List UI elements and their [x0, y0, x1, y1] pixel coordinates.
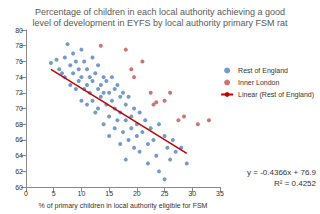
svg-text:60: 60 — [15, 184, 23, 191]
svg-text:Linear (Rest of England): Linear (Rest of England) — [238, 91, 314, 99]
svg-text:0: 0 — [24, 190, 28, 197]
svg-text:Percentage of children in each: Percentage of children in each local aut… — [35, 7, 285, 17]
svg-text:76: 76 — [15, 58, 23, 65]
svg-text:20: 20 — [133, 190, 141, 197]
svg-text:% of primary children in local: % of primary children in local authority… — [39, 202, 208, 210]
svg-text:R² = 0.4252: R² = 0.4252 — [274, 179, 317, 188]
svg-text:35: 35 — [216, 190, 224, 197]
svg-text:25: 25 — [161, 190, 169, 197]
svg-text:80: 80 — [15, 27, 23, 34]
svg-text:30: 30 — [188, 190, 196, 197]
svg-text:level of development in EYFS b: level of development in EYFS by local au… — [32, 18, 288, 28]
svg-text:78: 78 — [15, 42, 23, 49]
svg-text:66: 66 — [15, 136, 23, 143]
svg-text:5: 5 — [52, 190, 56, 197]
svg-text:72: 72 — [15, 89, 23, 96]
svg-text:Inner London: Inner London — [238, 79, 279, 86]
svg-text:64: 64 — [15, 152, 23, 159]
svg-text:y = -0.4366x + 76.9: y = -0.4366x + 76.9 — [247, 168, 316, 177]
svg-text:62: 62 — [15, 168, 23, 175]
svg-text:Rest of England: Rest of England — [238, 67, 288, 75]
svg-text:70: 70 — [15, 105, 23, 112]
svg-text:74: 74 — [15, 74, 23, 81]
svg-text:10: 10 — [78, 190, 86, 197]
svg-text:68: 68 — [15, 121, 23, 128]
svg-text:15: 15 — [105, 190, 113, 197]
